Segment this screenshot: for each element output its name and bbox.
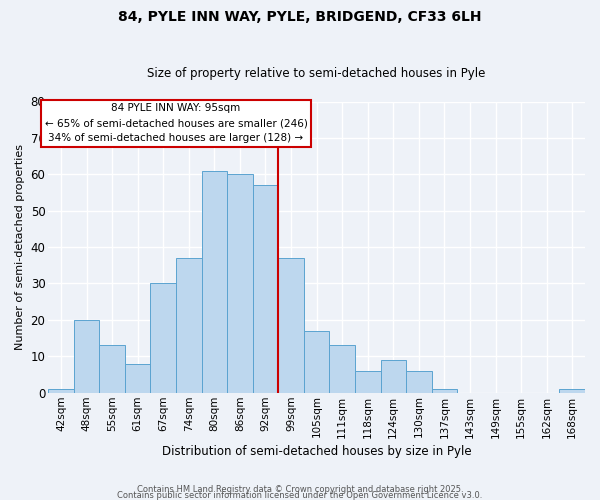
Y-axis label: Number of semi-detached properties: Number of semi-detached properties bbox=[15, 144, 25, 350]
Bar bbox=[100, 346, 125, 393]
Bar bbox=[278, 258, 304, 392]
Bar bbox=[559, 389, 585, 392]
Bar bbox=[304, 331, 329, 392]
Text: Contains public sector information licensed under the Open Government Licence v3: Contains public sector information licen… bbox=[118, 490, 482, 500]
Bar bbox=[48, 389, 74, 392]
Bar bbox=[355, 371, 380, 392]
Bar bbox=[253, 185, 278, 392]
Text: 84 PYLE INN WAY: 95sqm
← 65% of semi-detached houses are smaller (246)
34% of se: 84 PYLE INN WAY: 95sqm ← 65% of semi-det… bbox=[44, 104, 307, 143]
Bar bbox=[380, 360, 406, 392]
Bar bbox=[176, 258, 202, 392]
Bar bbox=[431, 389, 457, 392]
Bar bbox=[202, 170, 227, 392]
Bar bbox=[74, 320, 100, 392]
Title: Size of property relative to semi-detached houses in Pyle: Size of property relative to semi-detach… bbox=[148, 66, 486, 80]
X-axis label: Distribution of semi-detached houses by size in Pyle: Distribution of semi-detached houses by … bbox=[162, 444, 472, 458]
Bar bbox=[406, 371, 431, 392]
Bar bbox=[151, 284, 176, 393]
Bar bbox=[329, 346, 355, 393]
Text: 84, PYLE INN WAY, PYLE, BRIDGEND, CF33 6LH: 84, PYLE INN WAY, PYLE, BRIDGEND, CF33 6… bbox=[118, 10, 482, 24]
Text: Contains HM Land Registry data © Crown copyright and database right 2025.: Contains HM Land Registry data © Crown c… bbox=[137, 484, 463, 494]
Bar bbox=[125, 364, 151, 392]
Bar bbox=[227, 174, 253, 392]
